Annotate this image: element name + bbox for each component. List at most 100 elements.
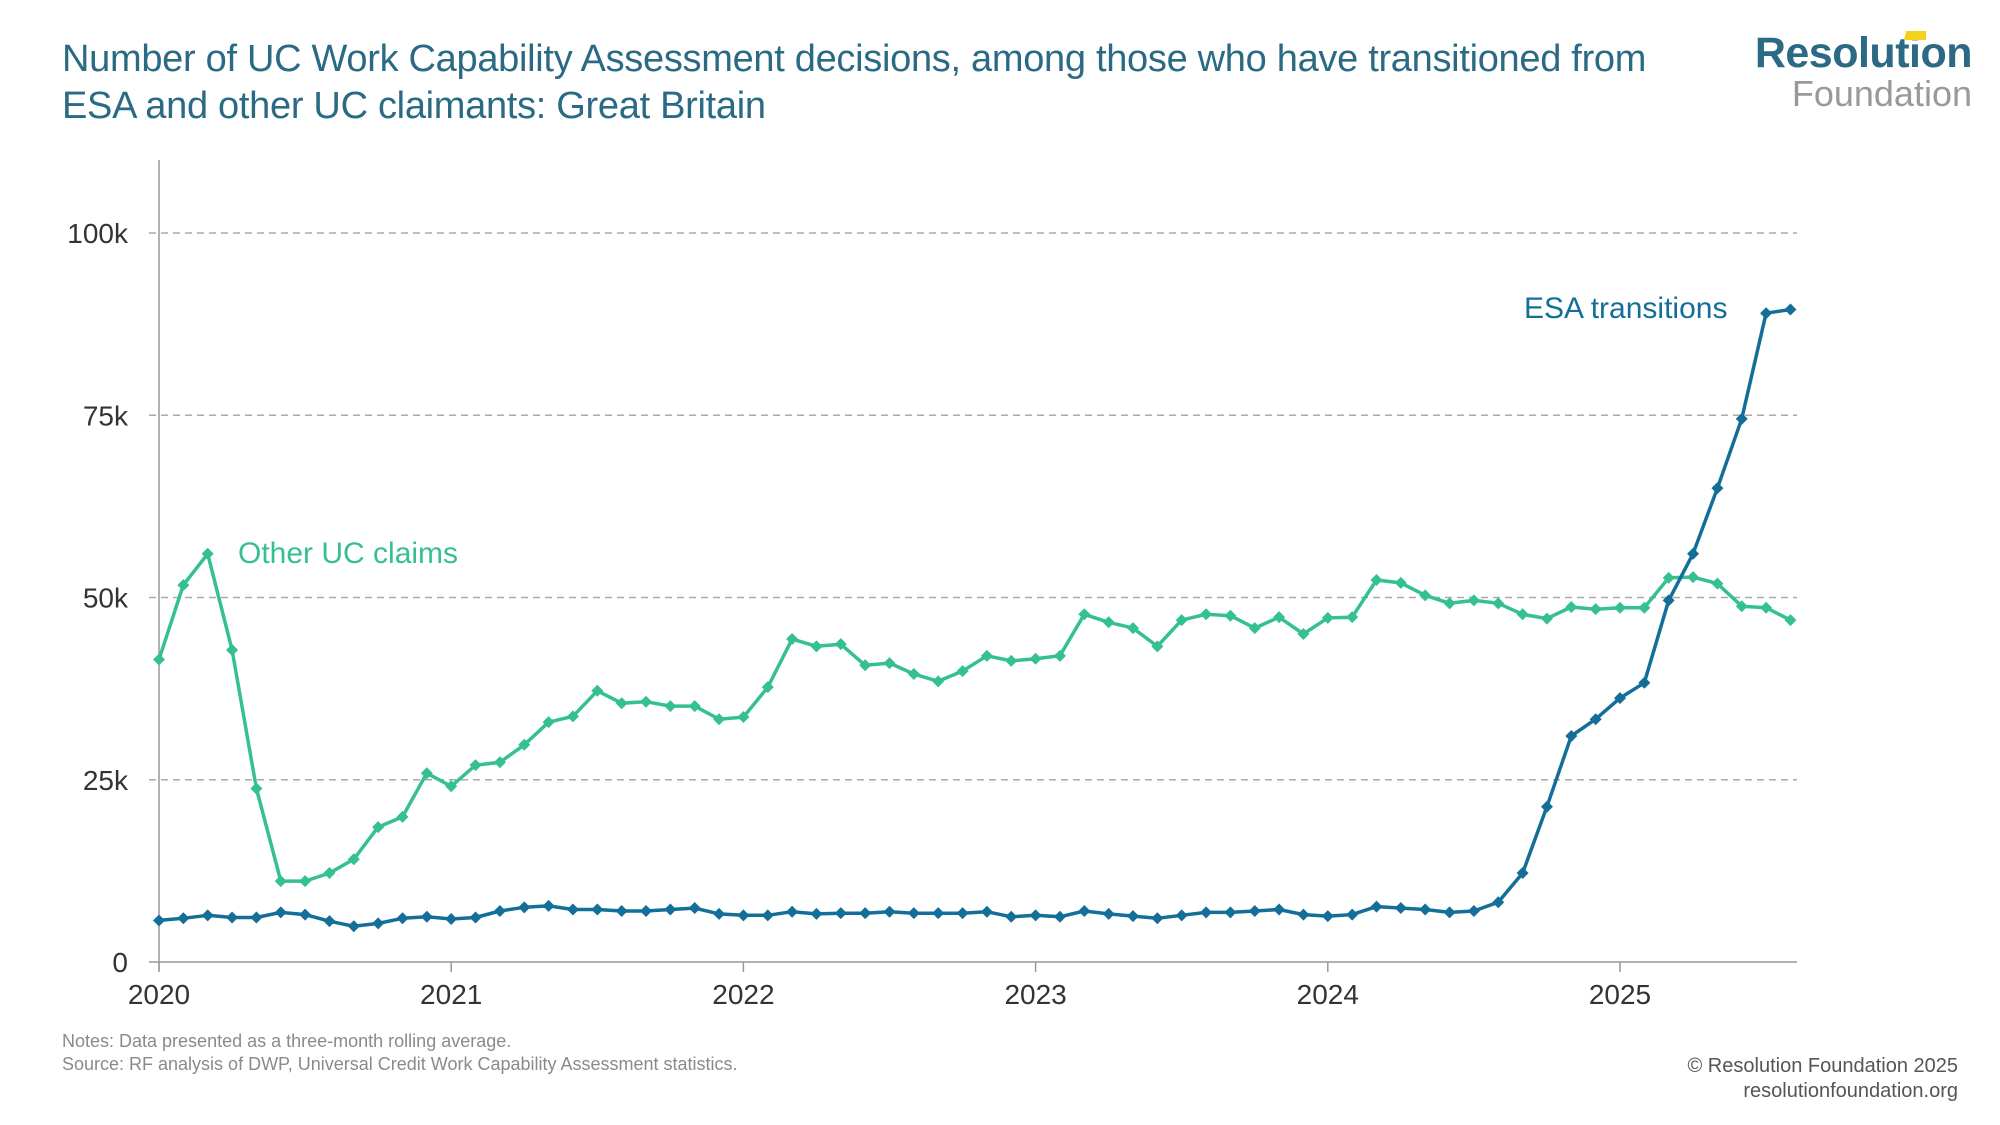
- data-point-other-uc-claims: [591, 684, 604, 697]
- data-point-esa-transitions: [1321, 910, 1334, 923]
- series-label-esa: ESA transitions: [1524, 292, 1727, 325]
- data-point-esa-transitions: [956, 907, 969, 920]
- data-point-other-uc-claims: [761, 681, 774, 694]
- data-point-esa-transitions: [1273, 903, 1286, 916]
- data-point-esa-transitions: [1224, 906, 1237, 919]
- data-point-other-uc-claims: [372, 821, 385, 834]
- data-point-other-uc-claims: [1127, 622, 1139, 635]
- data-point-esa-transitions: [1005, 910, 1018, 923]
- x-tick-label: 2023: [1004, 979, 1066, 1010]
- data-point-other-uc-claims: [396, 810, 409, 823]
- axes: 0 25k 50k 75k 100k 2020 2021 2022 2023 2024 2025: [67, 160, 1797, 1010]
- data-point-esa-transitions: [1687, 547, 1700, 560]
- data-point-esa-transitions: [347, 920, 360, 933]
- data-point-esa-transitions: [980, 905, 993, 918]
- data-point-esa-transitions: [177, 912, 190, 925]
- data-point-esa-transitions: [323, 915, 336, 928]
- data-point-other-uc-claims: [1078, 608, 1091, 621]
- data-point-esa-transitions: [786, 905, 799, 918]
- data-point-esa-transitions: [566, 903, 579, 916]
- data-point-other-uc-claims: [1321, 611, 1334, 624]
- data-point-other-uc-claims: [1175, 614, 1188, 627]
- data-point-other-uc-claims: [713, 713, 726, 726]
- data-point-esa-transitions: [1565, 730, 1578, 743]
- data-point-other-uc-claims: [883, 657, 896, 670]
- data-point-other-uc-claims: [177, 579, 190, 592]
- y-tick-label: 100k: [67, 218, 129, 249]
- data-point-esa-transitions: [1638, 676, 1651, 689]
- data-point-other-uc-claims: [420, 767, 433, 780]
- data-point-other-uc-claims: [640, 695, 652, 708]
- x-tick-label: 2024: [1297, 979, 1359, 1010]
- data-point-esa-transitions: [1346, 908, 1359, 921]
- data-point-other-uc-claims: [153, 653, 165, 666]
- copyright-text: © Resolution Foundation 2025: [1687, 1055, 1958, 1077]
- resolution-foundation-logo: Resolution Foundation: [1755, 30, 1973, 112]
- data-point-esa-transitions: [859, 907, 872, 920]
- data-point-other-uc-claims: [1467, 594, 1480, 607]
- gridlines: [149, 232, 1797, 781]
- data-point-other-uc-claims: [1248, 622, 1261, 635]
- data-point-esa-transitions: [883, 905, 896, 918]
- data-point-esa-transitions: [810, 907, 823, 920]
- data-point-other-uc-claims: [445, 780, 458, 793]
- data-point-esa-transitions: [1029, 909, 1042, 922]
- data-point-esa-transitions: [493, 904, 506, 917]
- y-tick-label: 75k: [83, 400, 129, 431]
- data-point-esa-transitions: [1614, 692, 1626, 705]
- data-point-other-uc-claims: [1394, 576, 1407, 589]
- data-point-esa-transitions: [153, 914, 165, 927]
- data-point-esa-transitions: [688, 902, 701, 915]
- data-point-other-uc-claims: [274, 875, 287, 888]
- data-point-esa-transitions: [1200, 906, 1213, 919]
- data-point-esa-transitions: [226, 911, 239, 924]
- chart-notes: Notes: Data presented as a three-month r…: [62, 1030, 738, 1076]
- data-point-other-uc-claims: [956, 665, 969, 678]
- data-point-esa-transitions: [274, 906, 287, 919]
- data-point-esa-transitions: [1662, 594, 1675, 607]
- data-point-esa-transitions: [1467, 904, 1480, 917]
- data-point-esa-transitions: [640, 904, 652, 917]
- data-point-esa-transitions: [1735, 412, 1748, 425]
- data-point-other-uc-claims: [1102, 616, 1115, 629]
- data-point-esa-transitions: [1784, 303, 1797, 316]
- data-point-esa-transitions: [1078, 904, 1091, 917]
- data-point-esa-transitions: [1394, 902, 1407, 915]
- data-point-esa-transitions: [1151, 912, 1164, 925]
- data-point-other-uc-claims: [1784, 614, 1797, 627]
- data-point-esa-transitions: [469, 911, 482, 924]
- data-point-other-uc-claims: [664, 700, 677, 713]
- data-point-other-uc-claims: [737, 711, 750, 724]
- data-point-other-uc-claims: [980, 649, 993, 662]
- series-labels: Other UC claims ESA transitions: [238, 292, 1727, 570]
- data-point-other-uc-claims: [1540, 612, 1553, 625]
- data-point-other-uc-claims: [1053, 649, 1066, 662]
- data-point-esa-transitions: [396, 912, 409, 925]
- series-group: [153, 303, 1797, 933]
- data-point-other-uc-claims: [299, 875, 312, 888]
- data-point-esa-transitions: [1053, 910, 1066, 923]
- data-point-other-uc-claims: [1638, 601, 1651, 614]
- data-point-esa-transitions: [1370, 900, 1383, 913]
- source-text: Source: RF analysis of DWP, Universal Cr…: [62, 1054, 738, 1074]
- data-point-other-uc-claims: [1346, 611, 1359, 624]
- data-point-other-uc-claims: [1614, 601, 1626, 614]
- data-point-esa-transitions: [1175, 909, 1188, 922]
- series-line-other-uc-claims: [157, 552, 1792, 883]
- data-point-other-uc-claims: [688, 700, 701, 713]
- data-point-other-uc-claims: [1273, 611, 1286, 624]
- data-point-other-uc-claims: [786, 633, 799, 646]
- data-point-esa-transitions: [615, 904, 628, 917]
- x-tick-label: 2021: [420, 979, 482, 1010]
- data-point-other-uc-claims: [1760, 601, 1773, 614]
- data-point-other-uc-claims: [469, 759, 482, 772]
- data-point-esa-transitions: [1760, 307, 1773, 320]
- logo-accent-mark: [1904, 31, 1926, 40]
- data-point-other-uc-claims: [250, 782, 263, 795]
- data-point-other-uc-claims: [1029, 652, 1042, 665]
- data-point-other-uc-claims: [1711, 577, 1724, 590]
- data-point-other-uc-claims: [1662, 571, 1675, 584]
- data-point-esa-transitions: [1589, 713, 1602, 726]
- data-point-other-uc-claims: [201, 547, 214, 560]
- data-point-other-uc-claims: [1419, 589, 1432, 602]
